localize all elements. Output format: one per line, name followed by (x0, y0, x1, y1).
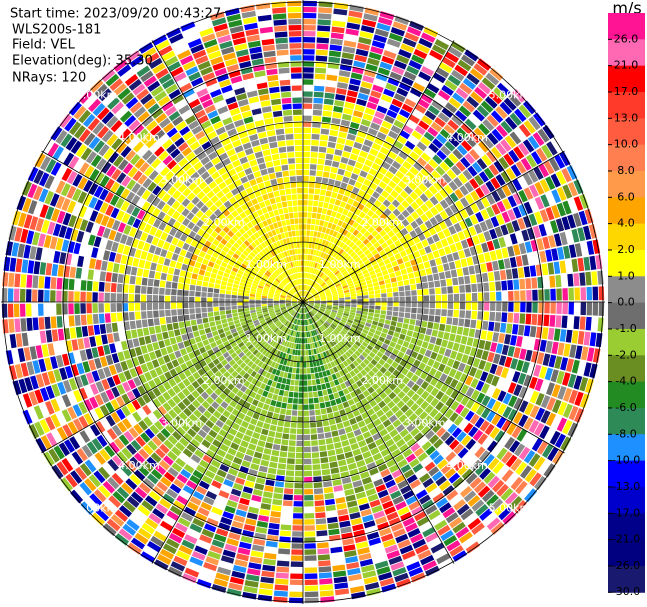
ring-label: 2.00km (203, 374, 245, 387)
header-line: NRays: 120 (12, 71, 86, 86)
ring-label: 3.00km (404, 417, 446, 430)
radar-cells (20, 6, 598, 596)
ring-label: 1.00km (319, 332, 361, 345)
colorbar: m/s26.021.017.013.010.08.06.04.02.01.00.… (608, 0, 645, 598)
ring-label: 3.00km (161, 417, 203, 430)
colorbar-label: -26.0 (612, 559, 640, 572)
colorbar-label: 10.0 (614, 138, 639, 151)
colorbar-label: 2.0 (617, 243, 635, 256)
colorbar-label: 26.0 (614, 32, 639, 45)
ring-label: 2.00km (203, 216, 245, 229)
colorbar-label: -30.0 (612, 585, 640, 598)
colorbar-label: -21.0 (612, 533, 640, 546)
header-line: Elevation(deg): 35.30 (12, 54, 153, 69)
radar-cells (7, 22, 593, 597)
radar-cells (20, 19, 601, 585)
colorbar-band (608, 144, 645, 172)
colorbar-band (608, 486, 645, 514)
colorbar-band (608, 249, 645, 277)
azimuth-spoke (302, 301, 455, 564)
colorbar-label: -10.0 (612, 454, 640, 467)
ring-label: 1.00km (245, 258, 287, 271)
colorbar-label: 1.0 (617, 269, 635, 282)
radar-cells (19, 1, 592, 588)
radar-cells (13, 31, 603, 584)
colorbar-label: 8.0 (617, 164, 635, 177)
azimuth-spoke (302, 301, 565, 454)
colorbar-band (608, 407, 645, 435)
header-line: Field: VEL (12, 38, 76, 53)
colorbar-label: -6.0 (615, 401, 636, 414)
colorbar-band (608, 39, 645, 67)
colorbar-band (608, 513, 645, 541)
ring-label: 5.00km (76, 89, 118, 102)
colorbar-band (608, 328, 645, 356)
colorbar-label: 13.0 (614, 111, 639, 124)
colorbar-band (608, 223, 645, 251)
azimuth-spoke (151, 301, 304, 564)
colorbar-label: -17.0 (612, 506, 640, 519)
colorbar-band (608, 355, 645, 383)
ring-label: 5.00km (489, 89, 531, 102)
colorbar-band (608, 302, 645, 330)
colorbar-band (608, 434, 645, 462)
ring-label: 1.00km (319, 258, 361, 271)
colorbar-band (608, 565, 645, 593)
colorbar-band (608, 381, 645, 409)
colorbar-label: 17.0 (614, 85, 639, 98)
header: Start time: 2023/09/20 00:43:27WLS200s-1… (10, 7, 221, 86)
ring-label: 4.00km (446, 459, 488, 472)
ring-label: 3.00km (404, 173, 446, 186)
header-line: Start time: 2023/09/20 00:43:27 (10, 7, 221, 22)
azimuth-spoke (302, 40, 455, 303)
ring-label: 2.00km (361, 374, 403, 387)
azimuth-spoke (41, 301, 304, 454)
ring-label: 4.00km (118, 131, 160, 144)
header-line: WLS200s-181 (12, 23, 101, 38)
ring-label: 4.00km (118, 459, 160, 472)
colorbar-band (608, 197, 645, 225)
colorbar-band (608, 65, 645, 93)
ring-label: 1.00km (245, 332, 287, 345)
ring-labels: 1.00km 1.00km 1.00km 1.00km 2.00km 2.00km 2.00… (76, 89, 531, 515)
azimuth-spoke (41, 150, 304, 303)
ring-label: 3.00km (161, 173, 203, 186)
ring-label: 5.00km (76, 501, 118, 514)
colorbar-band (608, 539, 645, 567)
colorbar-band (608, 276, 645, 304)
colorbar-band (608, 118, 645, 146)
colorbar-band (608, 13, 645, 40)
colorbar-label: -1.0 (615, 322, 636, 335)
ring-label: 4.00km (446, 131, 488, 144)
colorbar-label: -13.0 (612, 480, 640, 493)
ring-label: 5.00km (489, 501, 531, 514)
colorbar-label: 21.0 (614, 59, 639, 72)
azimuth-spoke (302, 150, 565, 303)
colorbar-band (608, 170, 645, 198)
colorbar-label: 0.0 (617, 296, 635, 309)
polar-grid (1, 0, 605, 604)
azimuth-spoke (151, 40, 304, 303)
ring-label: 2.00km (361, 216, 403, 229)
colorbar-label: -4.0 (615, 375, 636, 388)
colorbar-label: 4.0 (617, 217, 635, 230)
colorbar-band (608, 91, 645, 119)
colorbar-label: -2.0 (615, 348, 636, 361)
colorbar-label: -8.0 (615, 427, 636, 440)
colorbar-label: 6.0 (617, 190, 635, 203)
colorbar-band (608, 460, 645, 488)
